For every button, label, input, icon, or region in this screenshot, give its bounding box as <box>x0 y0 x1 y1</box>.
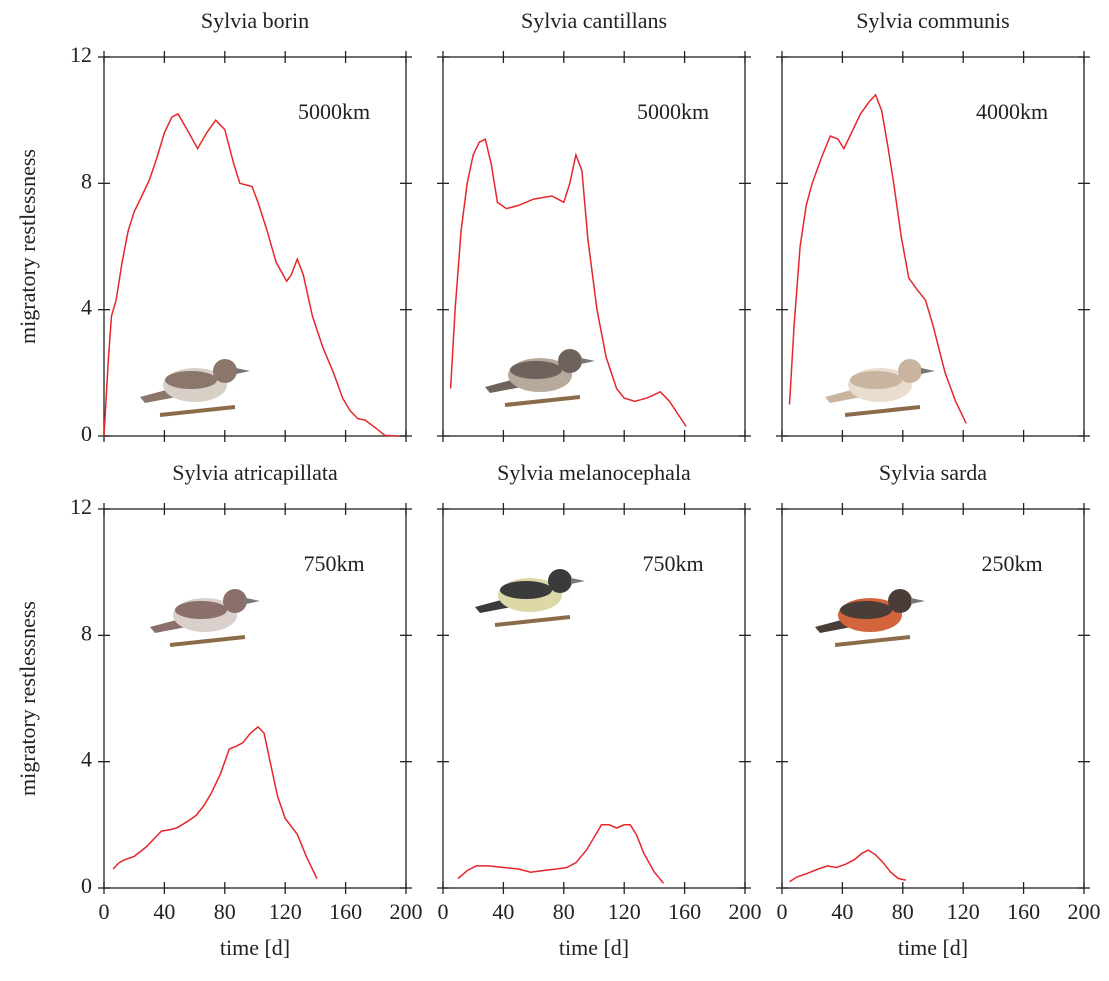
panel-title: Sylvia communis <box>856 8 1009 33</box>
y-tick-label: 12 <box>70 494 92 519</box>
x-tick-label: 80 <box>553 899 575 924</box>
x-tick-label: 200 <box>390 899 423 924</box>
x-tick-label: 200 <box>1068 899 1101 924</box>
x-tick-label: 160 <box>329 899 362 924</box>
panel-title: Sylvia sarda <box>879 460 987 485</box>
x-tick-label: 80 <box>892 899 914 924</box>
distance-annotation: 250km <box>981 551 1042 576</box>
bird-wing <box>840 601 892 619</box>
x-tick-label: 200 <box>729 899 762 924</box>
bird-head <box>548 569 572 593</box>
x-tick-label: 160 <box>1007 899 1040 924</box>
y-tick-label: 0 <box>81 421 92 446</box>
bird-beak <box>246 598 260 604</box>
bird-perch <box>834 635 911 647</box>
bird-perch <box>494 615 571 627</box>
x-axis-label: time [d] <box>898 935 968 960</box>
plot-frame <box>781 56 1085 437</box>
x-axis-label: time [d] <box>559 935 629 960</box>
bird-perch <box>169 635 246 647</box>
bird-beak <box>236 368 250 374</box>
x-tick-label: 80 <box>214 899 236 924</box>
bird-head <box>898 359 922 383</box>
distance-annotation: 5000km <box>637 99 709 124</box>
bird-head <box>888 589 912 613</box>
distance-annotation: 750km <box>303 551 364 576</box>
x-tick-label: 120 <box>947 899 980 924</box>
y-tick-label: 4 <box>81 747 92 772</box>
x-tick-label: 40 <box>831 899 853 924</box>
data-line <box>103 112 399 437</box>
bird-wing <box>500 581 552 599</box>
panel-title: Sylvia melanocephala <box>497 460 691 485</box>
x-tick-label: 120 <box>608 899 641 924</box>
distance-annotation: 4000km <box>976 99 1048 124</box>
bird-wing <box>165 371 217 389</box>
plot-frame <box>103 56 407 437</box>
distance-annotation: 5000km <box>298 99 370 124</box>
bird-wing <box>510 361 562 379</box>
y-tick-label: 8 <box>81 168 92 193</box>
plot-frame <box>442 508 746 889</box>
y-tick-label: 8 <box>81 620 92 645</box>
data-line <box>112 725 318 879</box>
plot-frame <box>442 56 746 437</box>
y-axis-label: migratory restlessness <box>15 601 40 796</box>
x-tick-label: 0 <box>438 899 449 924</box>
bird-illustration <box>150 589 260 647</box>
bird-beak <box>581 358 595 364</box>
plot-frame <box>103 508 407 889</box>
plot-frame <box>781 508 1085 889</box>
bird-illustration <box>485 349 595 407</box>
bird-perch <box>844 405 921 417</box>
bird-wing <box>175 601 227 619</box>
bird-beak <box>911 598 925 604</box>
panel-title: Sylvia borin <box>201 8 309 33</box>
data-line <box>789 849 906 883</box>
data-line <box>449 137 687 427</box>
y-tick-label: 0 <box>81 873 92 898</box>
bird-head <box>558 349 582 373</box>
bird-head <box>223 589 247 613</box>
panel-title: Sylvia atricapillata <box>172 460 338 485</box>
bird-perch <box>159 405 236 417</box>
bird-perch <box>504 395 581 407</box>
y-tick-label: 4 <box>81 295 92 320</box>
data-line <box>788 93 967 424</box>
bird-illustration <box>140 359 250 417</box>
x-tick-label: 40 <box>492 899 514 924</box>
distance-annotation: 750km <box>642 551 703 576</box>
data-line <box>457 824 665 884</box>
x-tick-label: 0 <box>777 899 788 924</box>
x-tick-label: 40 <box>153 899 175 924</box>
bird-wing <box>850 371 902 389</box>
x-tick-label: 120 <box>269 899 302 924</box>
y-tick-label: 12 <box>70 42 92 67</box>
bird-illustration <box>815 589 925 647</box>
x-tick-label: 160 <box>668 899 701 924</box>
x-tick-label: 0 <box>99 899 110 924</box>
bird-beak <box>571 578 585 584</box>
bird-head <box>213 359 237 383</box>
bird-beak <box>921 368 935 374</box>
y-axis-label: migratory restlessness <box>15 149 40 344</box>
panel-title: Sylvia cantillans <box>521 8 667 33</box>
bird-illustration <box>475 569 585 627</box>
x-axis-label: time [d] <box>220 935 290 960</box>
bird-illustration <box>825 359 935 417</box>
